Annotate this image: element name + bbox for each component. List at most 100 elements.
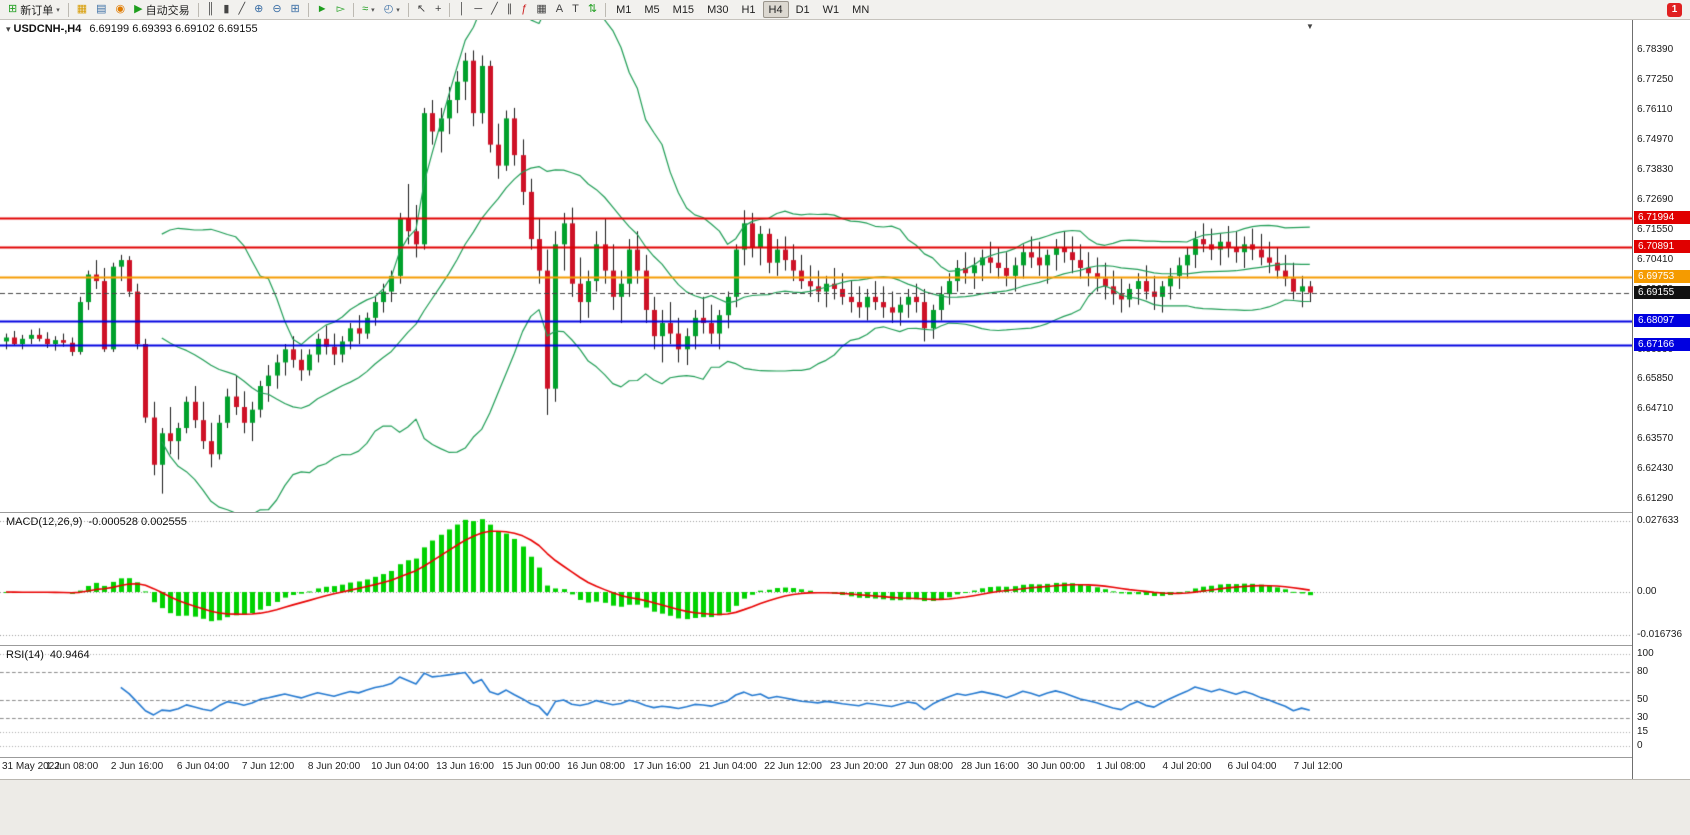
horizontal-line-icon: ─ (474, 3, 483, 15)
pane-separator[interactable] (0, 512, 1690, 513)
vertical-line-tool-button[interactable]: │ (454, 1, 469, 18)
indicators-icon: ≈ (362, 3, 369, 15)
profile-button[interactable]: ▤ (92, 1, 110, 18)
time-axis-label: 16 Jun 08:00 (567, 761, 625, 772)
zoom-out-button[interactable]: ⊖ (268, 1, 285, 18)
rsi-axis-tick: 15 (1637, 726, 1649, 737)
timeframe-button-m30[interactable]: M30 (701, 1, 734, 18)
rsi-axis-tick: 30 (1637, 712, 1649, 723)
zoom-out-icon: ⊖ (272, 3, 282, 15)
line-chart-icon: ╱ (238, 3, 246, 15)
timeframe-button-m1[interactable]: M1 (610, 1, 637, 18)
time-axis-label: 4 Jul 20:00 (1162, 761, 1212, 772)
price-axis-tick: 6.72690 (1637, 194, 1674, 205)
timeframe-button-w1[interactable]: W1 (817, 1, 846, 18)
pane-separator[interactable] (0, 645, 1690, 646)
time-axis-label: 30 Jun 00:00 (1027, 761, 1085, 772)
macd-axis-tick: 0.00 (1637, 586, 1657, 597)
one-click-trading-toggle[interactable]: ▾ (6, 24, 11, 34)
macd-indicator-label: MACD(12,26,9) -0.000528 0.002555 (6, 516, 187, 528)
price-axis-tick: 6.65850 (1637, 373, 1674, 384)
bar-chart-icon: ║ (206, 3, 215, 15)
chart-area: ▾ USDCNH-,H4 6.69199 6.69393 6.69102 6.691… (0, 20, 1690, 779)
macd-axis-tick: -0.016736 (1637, 629, 1683, 640)
rsi-axis-tick: 80 (1637, 666, 1649, 677)
rsi-indicator-label: RSI(14) 40.9464 (6, 649, 90, 661)
time-axis-label: 10 Jun 04:00 (371, 761, 429, 772)
text-tool-icon: A (555, 3, 564, 15)
fibonacci-tool-button[interactable]: ƒ (517, 1, 531, 18)
shapes-tool-button[interactable]: ▦ (532, 1, 550, 18)
horizontal-line-tool-button[interactable]: ─ (470, 1, 486, 18)
indicators-button[interactable]: ≈ ▾ (358, 1, 379, 18)
price-axis-tick: 6.71550 (1637, 224, 1674, 235)
auto-trading-label: 自动交易 (145, 4, 190, 17)
time-axis-label: 23 Jun 20:00 (830, 761, 888, 772)
auto-trading-icon: ▶ (134, 3, 143, 15)
arrows-icon: ⇅ (587, 3, 598, 15)
rsi-axis-tick: 0 (1637, 740, 1643, 751)
timeframe-group: M1 M5 M15 M30 H1 H4 D1 W1 MN (610, 1, 875, 18)
alerts-button[interactable]: ◉ (112, 1, 130, 18)
tile-windows-button[interactable]: ⊞ (287, 1, 304, 18)
channel-icon: ∥ (506, 3, 513, 15)
period-button[interactable]: ◴ ▾ (380, 1, 404, 18)
trendline-icon: ╱ (491, 3, 498, 15)
vertical-line-icon: │ (458, 3, 466, 15)
timeframe-button-d1[interactable]: D1 (790, 1, 816, 18)
zoom-in-icon: ⊕ (254, 3, 264, 15)
window-bottom-area (0, 779, 1690, 835)
candlestick-icon: ▮ (223, 3, 230, 15)
hline-price-badge: 6.68097 (1634, 314, 1690, 327)
cursor-tool-button[interactable]: ↖ (413, 1, 430, 18)
timeframe-button-m5[interactable]: M5 (638, 1, 665, 18)
label-tool-button[interactable]: T (568, 1, 583, 18)
time-axis-label: 8 Jun 20:00 (307, 761, 361, 772)
time-axis[interactable]: 31 May 2022 1 Jun 08:00 2 Jun 16:00 6 Jun 0… (0, 758, 1632, 779)
time-axis-label: 21 Jun 04:00 (699, 761, 757, 772)
auto-scroll-icon: ► (316, 3, 328, 15)
macd-name: MACD(12,26,9) (6, 516, 83, 528)
macd-canvas[interactable] (0, 513, 1632, 645)
main-chart-canvas[interactable] (0, 20, 1632, 512)
channel-tool-button[interactable]: ∥ (503, 1, 517, 18)
timeframe-button-h4[interactable]: H4 (762, 1, 789, 18)
toolbar-separator (353, 2, 355, 17)
auto-scroll-button[interactable]: ► (313, 1, 332, 18)
new-order-button[interactable]: ⊞ 新订单 ▾ (4, 1, 64, 18)
text-tool-button[interactable]: A (552, 1, 567, 18)
toolbar-separator (407, 2, 409, 17)
crosshair-icon: + (435, 3, 442, 15)
time-axis-label: 13 Jun 16:00 (436, 761, 494, 772)
candlestick-chart-type-button[interactable]: ▮ (219, 1, 233, 18)
rsi-canvas[interactable] (0, 646, 1632, 757)
price-axis-tick: 6.61290 (1637, 493, 1674, 504)
macd-axis-tick: 0.027633 (1637, 515, 1679, 526)
crosshair-tool-button[interactable]: + (431, 1, 445, 18)
time-axis-label: 1 Jul 08:00 (1096, 761, 1146, 772)
trendline-tool-button[interactable]: ╱ (487, 1, 502, 18)
price-axis[interactable]: 6.78390 6.77250 6.76110 6.74970 6.73830 6.726… (1632, 20, 1690, 779)
timeframe-button-h1[interactable]: H1 (735, 1, 761, 18)
price-axis-tick: 6.63570 (1637, 433, 1674, 444)
chart-window-button[interactable]: ▦ (73, 1, 91, 18)
chart-shift-marker[interactable]: ▼ (1306, 22, 1314, 31)
bar-chart-type-button[interactable]: ║ (203, 1, 219, 18)
zoom-in-button[interactable]: ⊕ (250, 1, 267, 18)
notification-badge[interactable]: 1 (1667, 2, 1682, 17)
time-axis-label: 31 May 2022 (2, 761, 60, 772)
rsi-value: 40.9464 (49, 649, 90, 661)
chevron-down-icon: ▾ (56, 6, 60, 14)
timeframe-button-m15[interactable]: M15 (667, 1, 700, 18)
arrows-tool-button[interactable]: ⇅ (584, 1, 601, 18)
chevron-down-icon: ▾ (396, 6, 400, 14)
fibonacci-icon: ƒ (521, 3, 528, 15)
chart-shift-button[interactable]: ▻ (333, 1, 349, 18)
price-axis-tick: 6.78390 (1637, 44, 1674, 55)
auto-trading-button[interactable]: ▶ 自动交易 (130, 1, 193, 18)
price-axis-tick: 6.70410 (1637, 254, 1674, 265)
clock-icon: ◴ (383, 3, 394, 15)
timeframe-button-mn[interactable]: MN (846, 1, 875, 18)
line-chart-type-button[interactable]: ╱ (234, 1, 249, 18)
toolbar-separator (449, 2, 451, 17)
